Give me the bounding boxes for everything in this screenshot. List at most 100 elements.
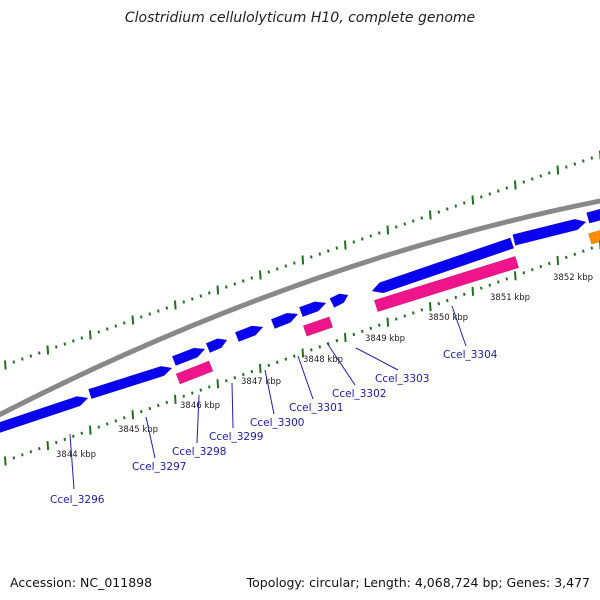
gene-arrow[interactable] xyxy=(171,347,206,366)
outer-tick xyxy=(565,165,568,169)
inner-tick xyxy=(148,406,152,411)
inner-tick xyxy=(97,425,101,429)
gene-label[interactable]: Ccel_3298 xyxy=(172,446,226,458)
inner-tick xyxy=(590,246,594,250)
inner-tick xyxy=(259,363,262,373)
kbp-label: 3845 kbp xyxy=(118,425,158,435)
gene-arrow[interactable] xyxy=(270,312,299,329)
outer-tick xyxy=(454,204,458,208)
gene-arrow[interactable] xyxy=(586,208,600,224)
outer-tick xyxy=(89,330,92,340)
outer-tick xyxy=(208,291,211,295)
label-leader-line xyxy=(196,394,200,444)
inner-tick xyxy=(565,255,568,259)
outer-tick-track xyxy=(4,150,600,370)
kbp-label: 3851 kbp xyxy=(490,293,530,303)
gene-label[interactable]: Ccel_3300 xyxy=(250,417,304,429)
outer-tick xyxy=(548,171,551,175)
gene-arrow[interactable] xyxy=(373,255,520,313)
outer-tick xyxy=(250,276,254,280)
gene-label[interactable]: Ccel_3304 xyxy=(443,349,498,361)
inner-tick xyxy=(72,434,75,438)
inner-tick xyxy=(276,360,279,364)
outer-tick xyxy=(21,357,24,361)
kbp-label: 3850 kbp xyxy=(428,313,468,323)
kbp-labels: 3844 kbp 3845 kbp 3846 kbp 3847 kbp 3848 kbp… xyxy=(56,273,593,460)
inner-tick xyxy=(361,329,364,334)
gene-label[interactable]: Ccel_3303 xyxy=(375,373,429,385)
outer-tick xyxy=(318,252,322,256)
outer-tick xyxy=(310,255,313,259)
inner-tick xyxy=(352,332,356,337)
gene-label[interactable]: Ccel_3296 xyxy=(50,494,105,506)
gene-arrow[interactable] xyxy=(512,218,587,246)
outer-tick xyxy=(573,162,577,166)
outer-tick xyxy=(165,306,169,310)
genome-backbone xyxy=(0,198,600,418)
inner-tick xyxy=(395,317,398,321)
inner-tick xyxy=(157,403,160,408)
outer-tick xyxy=(480,195,483,199)
outer-tick xyxy=(369,234,373,238)
outer-tick xyxy=(514,180,517,190)
inner-tick xyxy=(522,271,526,275)
gene-label[interactable]: Ccel_3301 xyxy=(289,402,343,414)
gene-arrow[interactable] xyxy=(329,293,349,308)
outer-tick xyxy=(233,282,237,286)
gene-label[interactable]: Ccel_3297 xyxy=(132,461,186,473)
outer-tick xyxy=(191,297,194,301)
outer-tick xyxy=(140,315,143,319)
inner-tick xyxy=(531,268,534,272)
gene-arrow[interactable] xyxy=(205,338,228,353)
outer-tick xyxy=(420,216,424,220)
inner-tick xyxy=(208,385,211,389)
inner-tick xyxy=(199,388,203,392)
outer-tick xyxy=(471,195,475,205)
inner-tick xyxy=(582,249,585,253)
outer-tick xyxy=(63,342,67,346)
kbp-label: 3848 kbp xyxy=(303,355,343,365)
inner-tick xyxy=(437,302,441,306)
outer-tick xyxy=(267,270,271,274)
outer-tick xyxy=(301,255,305,265)
kbp-label: 3844 kbp xyxy=(56,450,96,460)
inner-tick xyxy=(386,317,390,327)
inner-tick xyxy=(573,252,577,256)
gene-arrow[interactable] xyxy=(302,316,334,337)
gene-arrow[interactable] xyxy=(588,228,600,245)
label-leader-line xyxy=(326,342,356,386)
inner-tick xyxy=(63,437,67,442)
kbp-label: 3852 kbp xyxy=(553,273,593,283)
outer-tick xyxy=(335,246,339,250)
kbp-label: 3847 kbp xyxy=(241,377,281,387)
outer-tick xyxy=(123,321,126,325)
gene-arrow[interactable] xyxy=(234,325,264,342)
gene-arrow[interactable] xyxy=(371,237,515,294)
inner-tick xyxy=(123,416,126,420)
outer-tick xyxy=(157,309,160,313)
outer-tick xyxy=(488,192,492,196)
outer-tick xyxy=(38,351,41,355)
outer-tick xyxy=(429,210,432,220)
gene-arrow[interactable] xyxy=(298,301,327,318)
genome-line xyxy=(0,198,600,418)
inner-tick xyxy=(242,372,245,377)
outer-tick xyxy=(293,261,296,265)
gene-arrow[interactable] xyxy=(175,360,214,385)
outer-tick xyxy=(131,315,135,325)
outer-tick xyxy=(386,225,390,235)
inner-tick xyxy=(233,376,237,380)
gene-arrow[interactable] xyxy=(88,366,173,400)
inner-tick xyxy=(4,456,7,466)
inner-tick xyxy=(369,326,373,330)
gene-arrow[interactable] xyxy=(0,396,89,433)
inner-tick xyxy=(318,345,322,349)
gene-label[interactable]: Ccel_3299 xyxy=(209,431,263,443)
gene-label[interactable]: Ccel_3302 xyxy=(332,388,386,400)
inner-tick xyxy=(80,431,84,435)
outer-tick xyxy=(242,279,245,283)
outer-tick xyxy=(29,354,33,358)
outer-tick xyxy=(378,231,381,235)
outer-tick xyxy=(148,312,152,316)
